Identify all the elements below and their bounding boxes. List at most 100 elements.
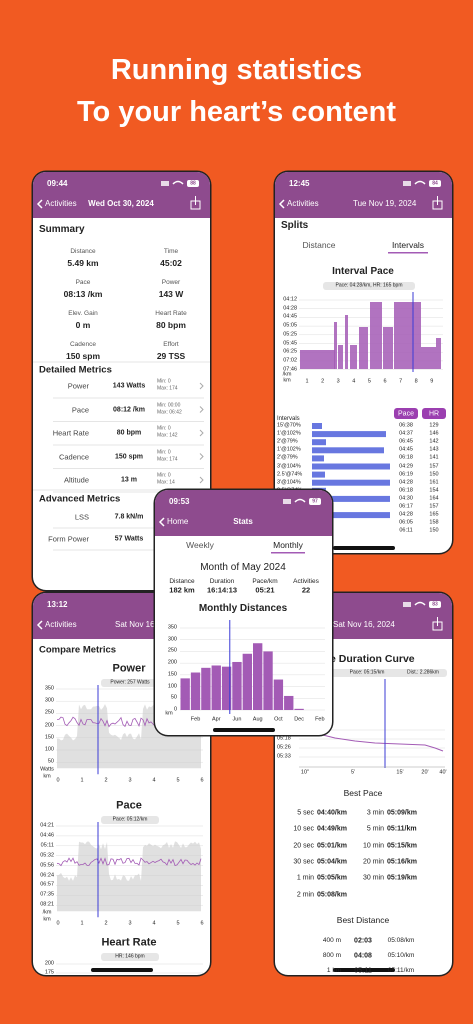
section-title: Compare Metrics [39,644,117,656]
interval-pace: 06:05 [399,519,413,526]
best-pace-label: 20 min [362,858,384,866]
stat-label: Distance [70,247,96,255]
y-tick-label: 04:21 [40,822,54,829]
x-tick-label: 20' [421,769,429,776]
signal [161,181,169,186]
nav-title: Stats [233,517,253,526]
metric-name: LSS [74,512,89,522]
best-time: 04:08 [354,952,372,960]
chevron [199,453,204,460]
metric-name: Cadence [58,451,89,461]
section-title: Summary [39,224,85,235]
tab[interactable]: Monthly [273,539,303,550]
x-tick-label: 5 [176,920,180,927]
interval-bar [312,447,384,454]
chevron [199,382,204,390]
x-tick-label: Feb [315,716,325,723]
battery-level: 88 [190,180,196,187]
y-tick-label: 150 [167,671,177,678]
section-title: Best Distance [336,914,390,925]
table-title: Intervals [277,416,300,422]
interval-name: 2'@79% [277,438,298,445]
back-button[interactable]: Activities [45,620,77,629]
axis-unit: /km [282,371,292,378]
distance: 800 m [322,951,341,959]
interval-hr: 157 [429,462,439,469]
tab[interactable]: Weekly [186,539,214,550]
signal [403,602,411,607]
total-value: 05:21 [255,585,275,595]
clock: 09:53 [169,497,190,506]
y-tick-label: 05:33 [277,753,291,760]
bar [232,661,242,710]
best-pace-label: 30 min [362,874,384,882]
stat-label: Pace [75,278,91,286]
bar [294,708,304,710]
metric-min: Min: 0 [157,378,171,385]
interval-pace: 04:37 [399,430,413,437]
stat-label: Elev. Gain [68,309,98,317]
metric-name: Heart Rate [52,428,89,438]
best-time: 05:11 [354,967,372,975]
clock: 09:44 [47,179,68,188]
bar [273,679,284,710]
split-bar [370,302,382,369]
interval-bar [312,455,324,462]
phone: 09:53 97 Home Stats Weekly Monthly Month of Ma… [155,490,332,735]
x-tick-label: 2 [104,777,108,784]
y-tick-label: 175 [44,969,54,975]
y-tick-label: 05:25 [283,331,297,338]
tab[interactable]: Intervals [391,239,425,250]
y-tick-label: 0 [173,706,177,713]
phone: 12:45 84 Activities Tue Nov 19, 2024 Splits D… [275,172,452,553]
best-pace-value: 05:04/km [317,858,347,866]
best-pace-value: 05:15/km [387,842,417,850]
best-pace-label: 2 min [296,891,314,898]
battery-level: 83 [432,601,438,608]
battery [429,601,441,608]
axis-unit: km [283,377,291,384]
best-time: 02:03 [354,937,372,945]
interval-bar [312,439,326,446]
chevron [199,476,204,484]
interval-pace: 06:38 [399,422,413,429]
best-distance-pace: 05:08/km [387,936,415,944]
x-tick-label: 7 [399,378,403,385]
metric-min: Min: 0 [157,449,171,455]
interval-bar [312,495,390,502]
x-tick-label: 0 [56,920,60,927]
y-tick-label: 250 [167,647,177,654]
x-tick-label: 8 [414,378,418,385]
split-bar [394,302,407,369]
interval-name: 3'@104% [277,462,301,469]
back-button[interactable]: Home [167,517,189,526]
y-tick-label: 50 [47,758,54,765]
x-tick-label: 6 [383,378,387,385]
bar [242,653,252,710]
tooltip: Pace: 05:15/km [349,669,385,676]
header [33,172,210,218]
interval-name: 1'@102% [277,430,301,437]
best-pace-label: 10 min [362,842,384,850]
back-button[interactable]: Activities [287,199,319,208]
signal [283,499,291,504]
tooltip: Power: 257 Watts [110,679,150,686]
best-pace-label: 5 sec [297,809,314,817]
graphics [158,498,325,732]
nav-title: Wed Oct 30, 2024 [88,199,154,208]
x-tick-label: 15' [396,769,404,776]
x-tick-label: Jun [232,716,242,723]
interval-bar [312,479,390,486]
stat-value: 29 TSS [156,350,186,361]
interval-hr: 150 [429,470,439,477]
split-bar [383,327,393,369]
tooltip: Pace: 04:28/km, HR: 165 bpm [335,282,403,289]
x-tick-label: 4 [352,378,356,385]
y-tick-label: 06:57 [40,881,54,888]
interval-bar [312,463,390,470]
tab-underline [271,552,305,554]
tab[interactable]: Distance [302,239,336,250]
interval-bar [312,512,390,519]
back-button[interactable]: Activities [45,199,77,208]
